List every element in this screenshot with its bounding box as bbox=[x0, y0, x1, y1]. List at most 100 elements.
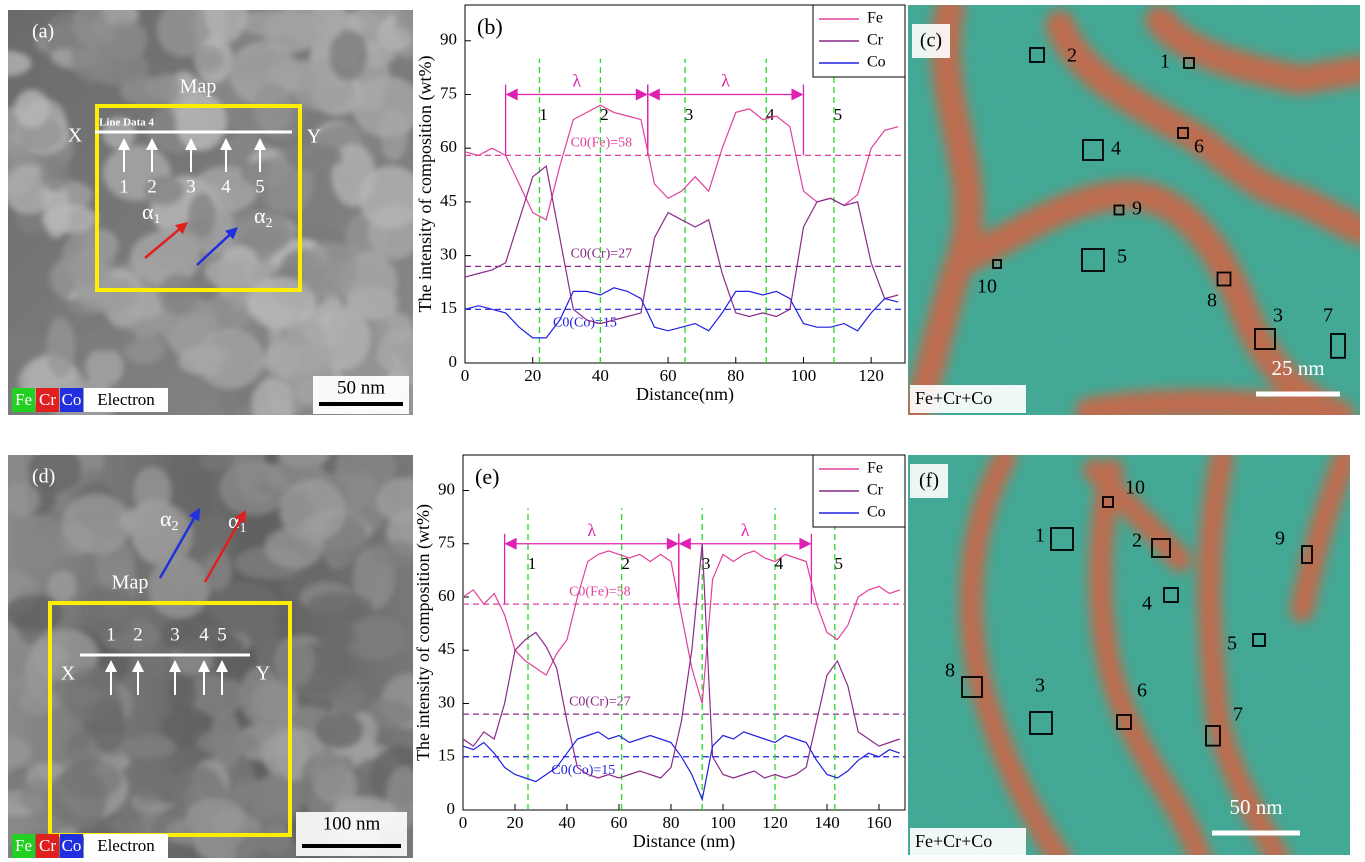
phase-subscript: 2 bbox=[172, 519, 179, 534]
grain bbox=[197, 729, 259, 756]
point-label: 1 bbox=[119, 176, 129, 197]
phase-subscript: 2 bbox=[266, 216, 273, 231]
region-label: 3 bbox=[1273, 305, 1283, 327]
legend-label: Fe bbox=[867, 10, 883, 27]
map-noise bbox=[908, 455, 1350, 855]
position-label: 5 bbox=[835, 554, 844, 573]
sem-image-a bbox=[0, 0, 441, 442]
grain bbox=[14, 89, 49, 128]
caption: Fe+Cr+Co bbox=[915, 831, 992, 851]
line-start-label: X bbox=[61, 663, 76, 685]
line-scan-label: Line Data 4 bbox=[99, 117, 155, 129]
span-label: λ bbox=[572, 71, 581, 91]
y-tick-label: 0 bbox=[447, 799, 456, 818]
grain bbox=[252, 379, 294, 433]
panel-label: (a) bbox=[32, 21, 54, 43]
caption: Fe+Cr+Co bbox=[915, 388, 992, 408]
page: (a)MapLine Data 4XY12345α1α2FeCrCoElectr… bbox=[0, 0, 1365, 862]
legend-label: Fe bbox=[15, 390, 32, 409]
region-label: 1 bbox=[1035, 525, 1045, 547]
grain bbox=[188, 193, 217, 239]
grain bbox=[327, 675, 374, 715]
region-label: 5 bbox=[1227, 633, 1237, 655]
point-label: 2 bbox=[147, 176, 157, 197]
point-label: 1 bbox=[106, 624, 116, 645]
grain bbox=[254, 83, 293, 136]
y-tick-label: 45 bbox=[438, 639, 455, 658]
region-label: 8 bbox=[945, 660, 955, 682]
y-tick-label: 90 bbox=[438, 479, 455, 498]
x-tick-label: 140 bbox=[814, 813, 840, 832]
phase-symbol: α bbox=[142, 199, 154, 224]
x-tick-label: 100 bbox=[791, 366, 817, 385]
y-axis-title: The intensity of composition (wt%) bbox=[413, 504, 434, 761]
region-label: 6 bbox=[1194, 136, 1204, 158]
position-label: 1 bbox=[528, 554, 537, 573]
x-tick-label: 60 bbox=[611, 813, 628, 832]
x-axis-title: Distance (nm) bbox=[633, 831, 735, 852]
legend-label: Co bbox=[867, 54, 886, 71]
grain bbox=[316, 712, 364, 749]
scale-label: 25 nm bbox=[1271, 356, 1324, 380]
panel-label: (f) bbox=[919, 470, 939, 492]
grain bbox=[268, 184, 296, 213]
line-end-label: Y bbox=[256, 663, 270, 685]
line-start-label: X bbox=[68, 125, 83, 147]
legend-label: Cr bbox=[39, 836, 56, 855]
x-tick-label: 120 bbox=[762, 813, 788, 832]
grain bbox=[152, 73, 180, 106]
legend-label: Cr bbox=[39, 390, 56, 409]
grain bbox=[166, 818, 217, 845]
scale-label: 50 nm bbox=[1229, 795, 1282, 819]
grain bbox=[62, 229, 115, 283]
grain bbox=[4, 595, 63, 632]
x-tick-label: 60 bbox=[660, 366, 677, 385]
y-tick-label: 15 bbox=[440, 298, 457, 317]
position-label: 1 bbox=[539, 105, 548, 124]
phase-symbol: α bbox=[160, 506, 172, 531]
legend-label: Electron bbox=[97, 390, 155, 409]
grain bbox=[18, 690, 58, 714]
grain bbox=[274, 636, 315, 686]
sem-image-d bbox=[0, 430, 435, 862]
y-tick-label: 30 bbox=[438, 692, 455, 711]
grain bbox=[46, 317, 75, 378]
y-tick-label: 0 bbox=[449, 352, 458, 371]
grain bbox=[284, 319, 330, 374]
y-tick-label: 45 bbox=[440, 191, 457, 210]
scale-label: 50 nm bbox=[337, 377, 385, 398]
x-tick-label: 0 bbox=[461, 366, 470, 385]
grain bbox=[307, 592, 373, 622]
region-label: 2 bbox=[1067, 45, 1077, 67]
grain bbox=[4, 483, 40, 516]
panel-label: (c) bbox=[920, 30, 942, 52]
span-label: λ bbox=[741, 520, 750, 540]
phase-subscript: 1 bbox=[240, 521, 247, 536]
grain bbox=[310, 751, 348, 797]
region-label: 9 bbox=[1275, 528, 1285, 550]
reference-label: C0(Cr)=27 bbox=[571, 247, 633, 262]
legend-label: Co bbox=[867, 504, 886, 521]
grain bbox=[168, 674, 196, 714]
span-label: λ bbox=[721, 71, 730, 91]
y-tick-label: 30 bbox=[440, 245, 457, 264]
region-label: 1 bbox=[1160, 51, 1170, 73]
span-label: λ bbox=[587, 520, 596, 540]
point-label: 2 bbox=[133, 624, 143, 645]
panel-label: (e) bbox=[475, 464, 499, 489]
region-label: 5 bbox=[1117, 246, 1127, 268]
legend-label: Electron bbox=[97, 836, 155, 855]
position-label: 4 bbox=[766, 105, 775, 124]
region-label: 3 bbox=[1035, 675, 1045, 697]
point-label: 3 bbox=[170, 624, 180, 645]
line-chart: 0153045607590020406080100120140160Distan… bbox=[413, 455, 905, 852]
x-tick-label: 40 bbox=[592, 366, 609, 385]
grain bbox=[42, 204, 98, 233]
grain bbox=[239, 9, 308, 36]
reference-label: C0(Co)=15 bbox=[553, 316, 617, 331]
grain bbox=[352, 76, 422, 137]
grain bbox=[126, 734, 176, 759]
phase-symbol: α bbox=[254, 203, 266, 228]
y-tick-label: 90 bbox=[440, 30, 457, 49]
reference-label: C0(Fe)=58 bbox=[571, 136, 633, 151]
